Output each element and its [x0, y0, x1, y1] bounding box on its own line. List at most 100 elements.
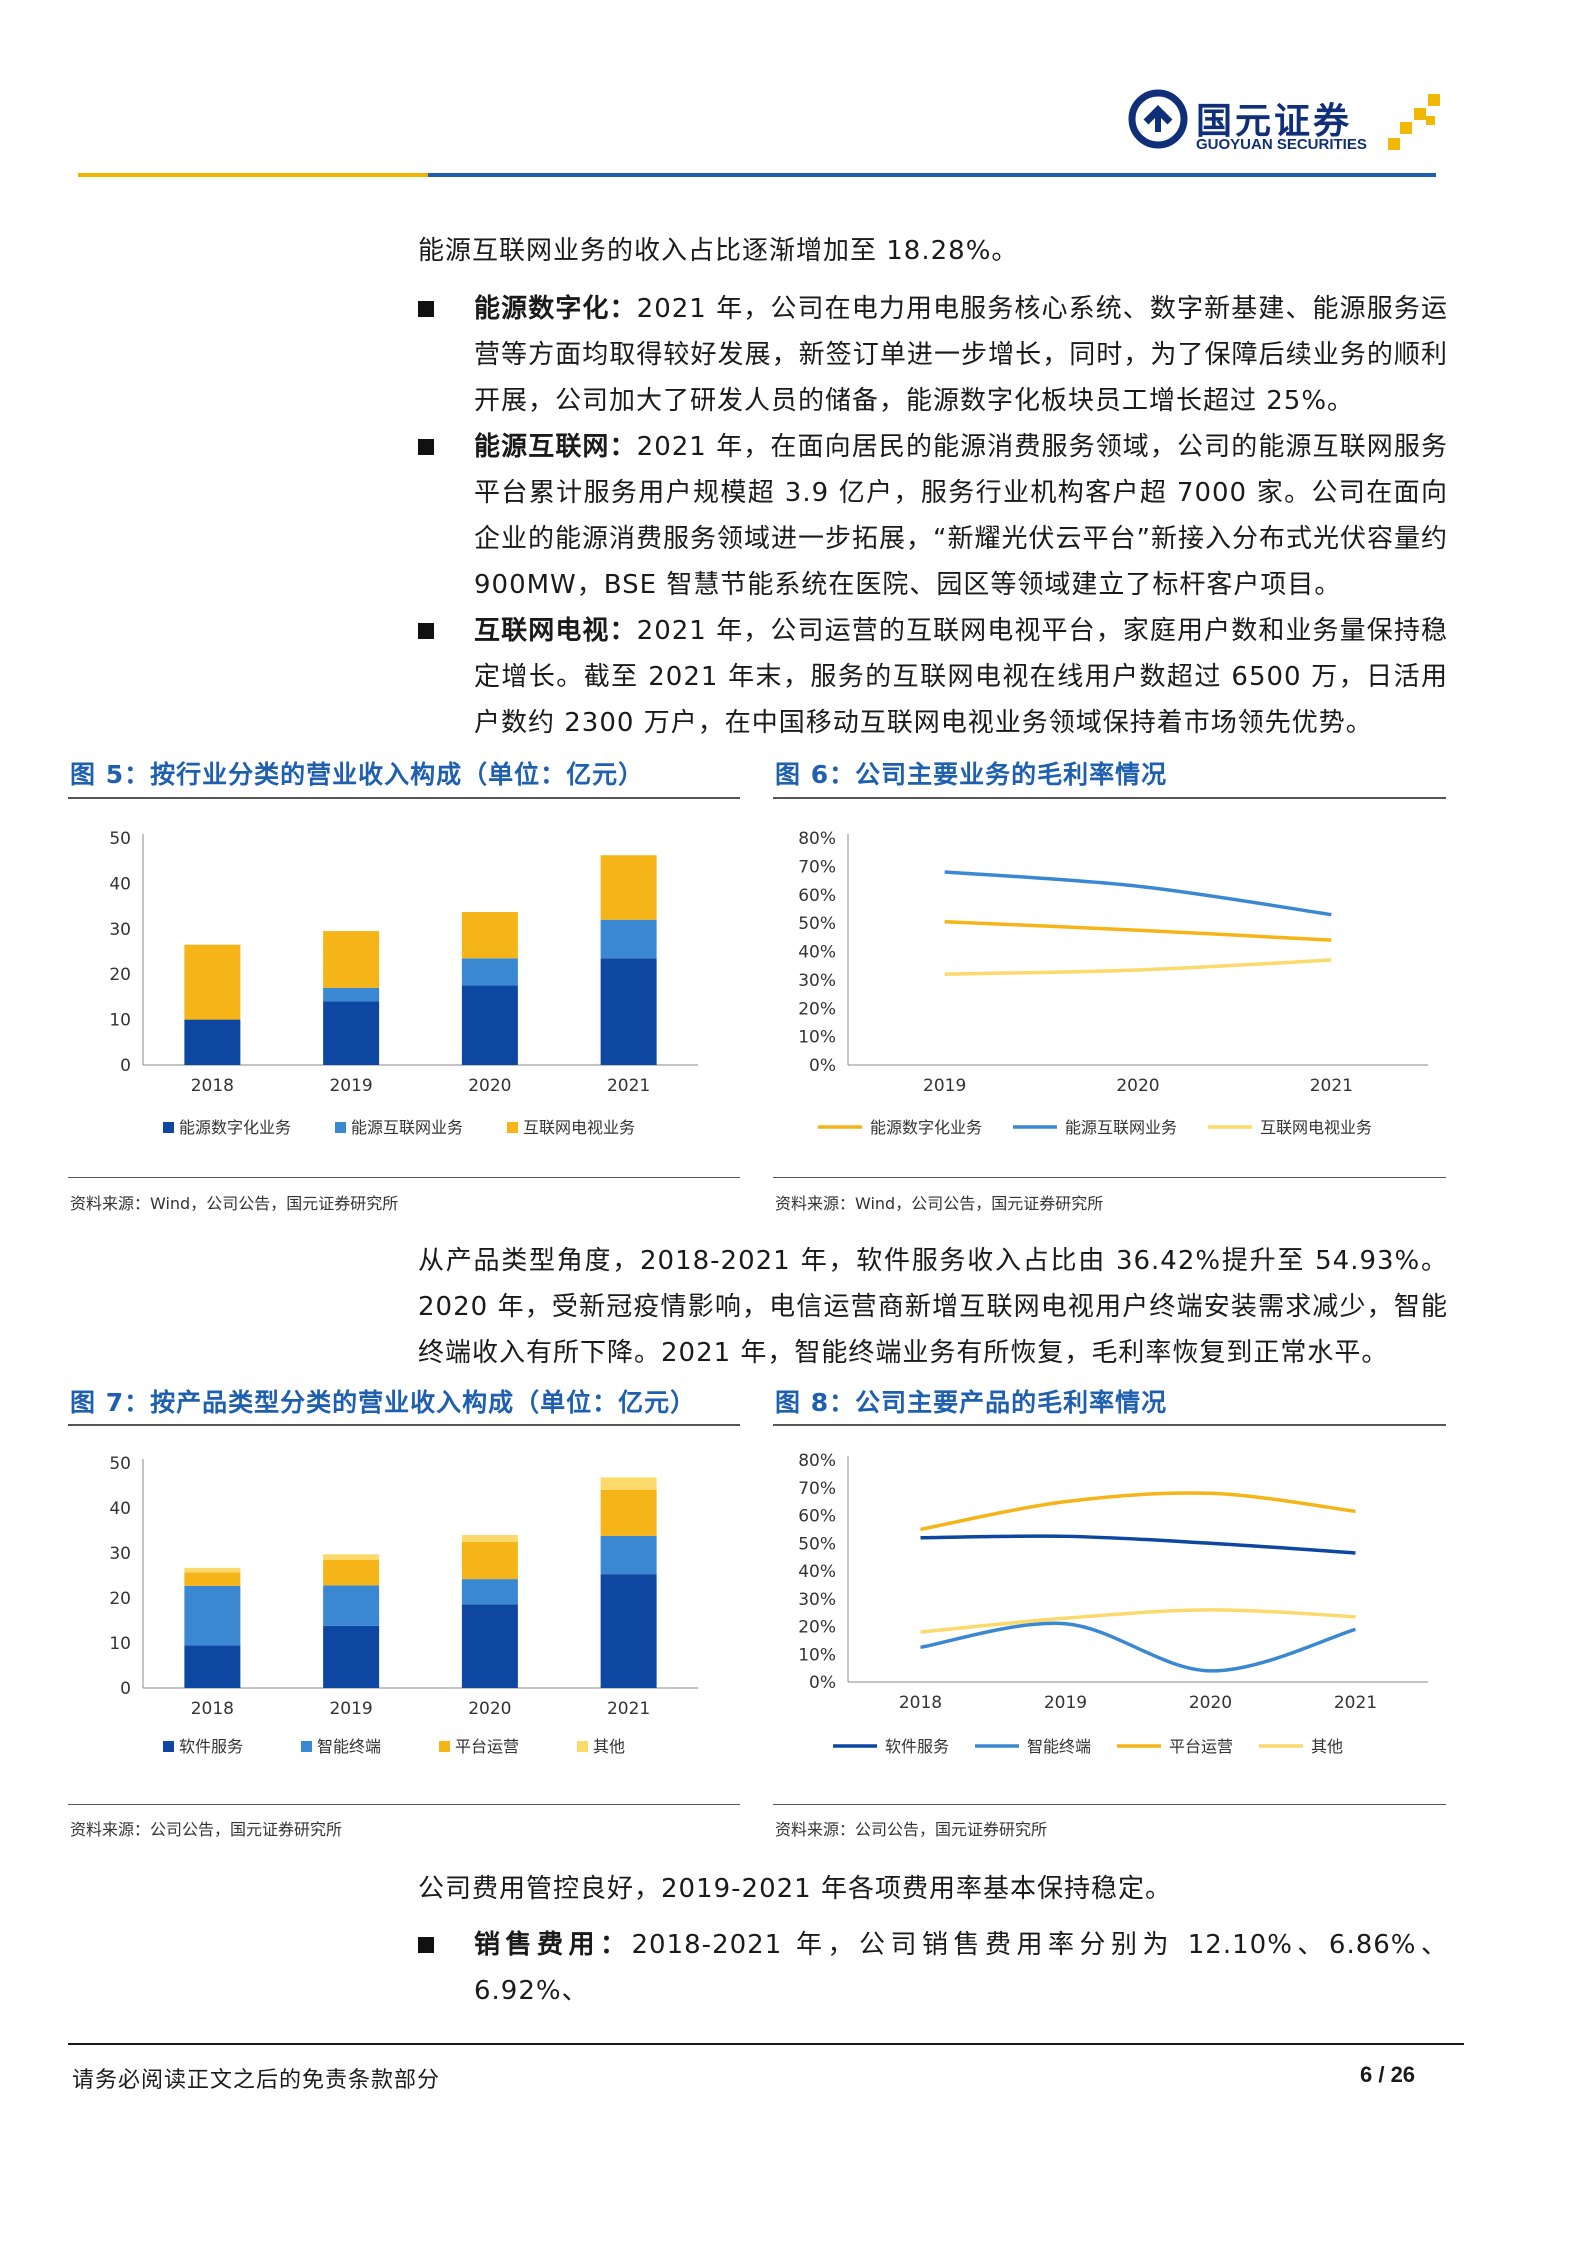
series-line	[920, 1491, 1356, 1532]
legend-label: 能源互联网业务	[351, 1118, 463, 1137]
x-tick-label: 2018	[191, 1076, 234, 1096]
y-tick-label: 0%	[809, 1673, 836, 1693]
y-tick-label: 30	[109, 920, 131, 940]
logo-english-name: GUOYUAN SECURITIES	[1196, 136, 1367, 153]
bar-segment	[461, 1604, 518, 1688]
legend-label: 软件服务	[179, 1737, 243, 1756]
bullet-body: 2021 年，公司在电力用电服务核心系统、数字新基建、能源服务运营等方面均取得较…	[474, 294, 1448, 416]
figure-8-chart: 0% 10% 20% 30% 40% 50% 60% 70% 80% 2018 2019 2020 20…	[798, 1451, 1428, 1756]
bar-segment	[323, 1001, 380, 1065]
legend-swatch	[301, 1741, 312, 1752]
footer-disclaimer: 请务必阅读正文之后的免责条款部分	[72, 2068, 441, 2093]
y-tick-label: 40	[109, 1499, 131, 1519]
y-tick-label: 60%	[798, 886, 836, 906]
page-number: 6 / 26	[1360, 2062, 1416, 2087]
legend-label: 能源数字化业务	[179, 1118, 291, 1137]
bar-segment	[461, 958, 518, 986]
figure-8-source: 资料来源：公司公告，国元证券研究所	[775, 1820, 1048, 1839]
series-line	[920, 1608, 1356, 1634]
figure-5-title: 图 5：按行业分类的营业收入构成（单位：亿元）	[70, 760, 645, 789]
x-tick-label: 2019	[1044, 1693, 1087, 1713]
legend-swatch	[507, 1122, 518, 1133]
legend-label: 其他	[593, 1737, 625, 1756]
y-tick-label: 50%	[798, 914, 836, 934]
y-tick-label: 10	[109, 1011, 131, 1031]
y-tick-label: 40	[109, 874, 131, 894]
paragraph-energy-internet-share: 能源互联网业务的收入占比逐渐增加至 18.28%。	[418, 236, 1019, 266]
bar-segment	[323, 931, 380, 988]
figure-6-source: 资料来源：Wind，公司公告，国元证券研究所	[775, 1194, 1104, 1213]
y-tick-label: 30%	[798, 971, 836, 991]
y-tick-label: 40%	[798, 1562, 836, 1582]
legend-label: 能源互联网业务	[1065, 1118, 1177, 1137]
company-logo: 国元证券 GUOYUAN SECURITIES	[1128, 88, 1458, 158]
y-tick-label: 20	[109, 1589, 131, 1609]
y-tick-label: 20	[109, 965, 131, 985]
series-line	[944, 919, 1332, 942]
legend-label: 能源数字化业务	[870, 1118, 982, 1137]
bar-segment	[184, 944, 241, 1020]
series-line	[920, 1534, 1356, 1555]
figure-6-bottom-rule	[773, 1177, 1446, 1178]
bullet-body: 2018-2021 年，公司销售费用率分别为 12.10%、6.86%、6.92…	[474, 1930, 1448, 2006]
y-tick-label: 10%	[798, 1645, 836, 1665]
bar-segment	[461, 1579, 518, 1605]
bullet-body: 2021 年，公司运营的互联网电视平台，家庭用户数和业务量保持稳定增长。截至 2…	[474, 616, 1448, 738]
bullet-label: 互联网电视：	[474, 616, 637, 646]
y-tick-label: 30	[109, 1544, 131, 1564]
x-tick-label: 2019	[923, 1076, 966, 1096]
figure-8-bottom-rule	[773, 1804, 1446, 1805]
bar-segment	[461, 1535, 518, 1542]
x-tick-label: 2020	[468, 1076, 511, 1096]
legend-label: 平台运营	[1169, 1737, 1233, 1756]
bullet-body: 2021 年，在面向居民的能源消费服务领域，公司的能源互联网服务平台累计服务用户…	[474, 432, 1448, 600]
bullet-energy-internet: 能源互联网：2021 年，在面向居民的能源消费服务领域，公司的能源互联网服务平台…	[474, 424, 1448, 608]
y-tick-label: 10	[109, 1634, 131, 1654]
y-tick-label: 50	[109, 1454, 131, 1474]
legend-label: 互联网电视业务	[523, 1118, 635, 1137]
y-tick-label: 0	[120, 1679, 131, 1699]
figure-7-rule	[68, 1424, 740, 1426]
header-rule-gold	[78, 173, 428, 177]
legend-swatch	[335, 1122, 346, 1133]
logo-gold-squares-icon	[1388, 94, 1440, 150]
y-tick-label: 80%	[798, 829, 836, 849]
bullet-marker	[418, 301, 434, 317]
bar-segment	[323, 1625, 380, 1688]
y-tick-label: 70%	[798, 857, 836, 877]
bar-segment	[184, 1645, 241, 1688]
bullet-internet-tv: 互联网电视：2021 年，公司运营的互联网电视平台，家庭用户数和业务量保持稳定增…	[474, 608, 1448, 746]
x-tick-label: 2021	[607, 1699, 650, 1719]
x-tick-label: 2019	[329, 1699, 372, 1719]
bar-segment	[461, 1541, 518, 1580]
bar-segment	[600, 1535, 657, 1575]
figure-5-bottom-rule	[68, 1177, 740, 1178]
bullet-label: 能源数字化：	[474, 294, 637, 324]
legend-swatch	[163, 1122, 174, 1133]
series-line	[944, 870, 1332, 917]
bar-segment	[323, 1554, 380, 1560]
y-tick-label: 30%	[798, 1590, 836, 1610]
paragraph-product-type: 从产品类型角度，2018-2021 年，软件服务收入占比由 36.42%提升至 …	[418, 1246, 1448, 1368]
legend-label: 互联网电视业务	[1260, 1118, 1372, 1137]
bar-segment	[461, 985, 518, 1065]
x-tick-label: 2021	[1334, 1693, 1377, 1713]
legend-label: 智能终端	[317, 1737, 381, 1756]
bar-segment	[600, 958, 657, 1065]
x-tick-label: 2018	[191, 1699, 234, 1719]
bullet-marker	[418, 1937, 434, 1953]
y-tick-label: 50	[109, 829, 131, 849]
y-tick-label: 0%	[809, 1056, 836, 1076]
figure-8-title: 图 8：公司主要产品的毛利率情况	[775, 1388, 1168, 1417]
bullet-marker	[418, 439, 434, 455]
paragraph-expense-control: 公司费用管控良好，2019-2021 年各项费用率基本保持稳定。	[418, 1874, 1172, 1904]
bar-segment	[184, 1019, 241, 1065]
bullet-marker	[418, 623, 434, 639]
y-tick-label: 60%	[798, 1507, 836, 1527]
legend-swatch	[439, 1741, 450, 1752]
figure-5-source: 资料来源：Wind，公司公告，国元证券研究所	[70, 1194, 399, 1213]
bar-segment	[323, 987, 380, 1002]
bullet-energy-digitalization: 能源数字化：2021 年，公司在电力用电服务核心系统、数字新基建、能源服务运营等…	[474, 286, 1448, 424]
series-line	[920, 1621, 1356, 1673]
footer-rule	[68, 2043, 1464, 2045]
